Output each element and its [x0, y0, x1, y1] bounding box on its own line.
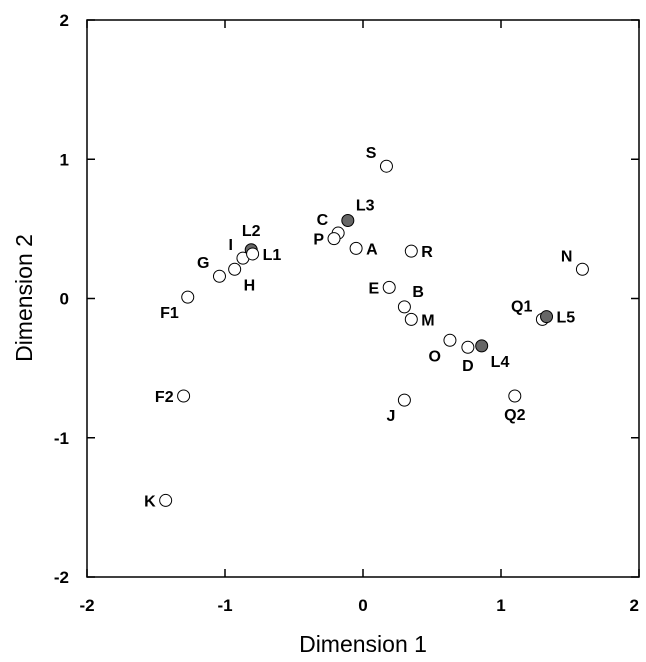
point-marker-g	[212, 269, 226, 283]
point-marker-m	[404, 312, 418, 326]
point-label-l5: L5	[557, 310, 576, 327]
point-label-f1: F1	[160, 305, 179, 322]
point-label-d: D	[462, 358, 474, 375]
point-marker-h	[228, 262, 242, 276]
point-marker-e	[382, 280, 396, 294]
point-label-n: N	[561, 248, 573, 265]
point-marker-o	[443, 333, 457, 347]
point-marker-f1	[181, 290, 195, 304]
point-marker-r	[404, 244, 418, 258]
data-points: S C L3 P A R L2 I L1 G H F1 E BM O D L4 N Q1 L5 F2 J Q2 K	[144, 145, 589, 510]
point-label-c: C	[317, 212, 329, 229]
point-marker-p	[327, 232, 341, 246]
point-label-k: K	[144, 493, 156, 510]
point-marker-l3	[341, 214, 355, 228]
point-label-l4: L4	[491, 354, 510, 371]
point-marker-a	[349, 241, 363, 255]
point-marker-d	[461, 340, 475, 354]
point-label-a: A	[366, 241, 378, 258]
y-tick-label: -1	[54, 429, 69, 448]
point-label-p: P	[313, 232, 324, 249]
point-label-r: R	[421, 244, 433, 261]
point-marker-b	[397, 300, 411, 314]
point-marker-f2	[177, 389, 191, 403]
point-marker-l4	[475, 339, 489, 353]
x-tick-label: 2	[630, 596, 639, 615]
point-marker-l5	[540, 310, 554, 324]
plot-frame	[86, 19, 640, 578]
x-tick-label: 1	[496, 596, 505, 615]
point-marker-n	[575, 262, 589, 276]
point-marker-q2	[508, 389, 522, 403]
y-tick-label: -2	[54, 568, 69, 587]
axis-ticks: -2 -1 0 1 2 -2 -1 0 1 2	[54, 11, 640, 615]
point-label-s: S	[366, 145, 377, 162]
y-axis-title: Dimension 2	[11, 234, 37, 362]
point-label-l3: L3	[356, 198, 375, 215]
point-label-g: G	[197, 255, 209, 272]
point-label-i: I	[228, 237, 232, 254]
point-label-q2: Q2	[504, 407, 525, 424]
y-tick-label: 1	[60, 150, 69, 169]
x-tick-label: -2	[79, 596, 94, 615]
point-marker-k	[159, 493, 173, 507]
point-label-b: B	[412, 284, 424, 301]
point-marker-j	[397, 393, 411, 407]
point-label-l1: L1	[263, 247, 282, 264]
point-label-m: M	[421, 312, 434, 329]
point-marker-l1	[246, 247, 260, 261]
y-tick-label: 2	[60, 11, 69, 30]
x-tick-label: -1	[217, 596, 232, 615]
x-axis-title: Dimension 1	[299, 631, 427, 657]
y-tick-label: 0	[60, 290, 69, 309]
point-label-l2: L2	[242, 223, 261, 240]
point-label-f2: F2	[155, 389, 174, 406]
x-tick-label: 0	[358, 596, 367, 615]
point-label-q1: Q1	[511, 298, 532, 315]
point-marker-s	[379, 159, 393, 173]
point-label-o: O	[428, 348, 440, 365]
point-label-j: J	[386, 408, 395, 425]
point-label-e: E	[369, 280, 380, 297]
point-label-h: H	[244, 277, 256, 294]
